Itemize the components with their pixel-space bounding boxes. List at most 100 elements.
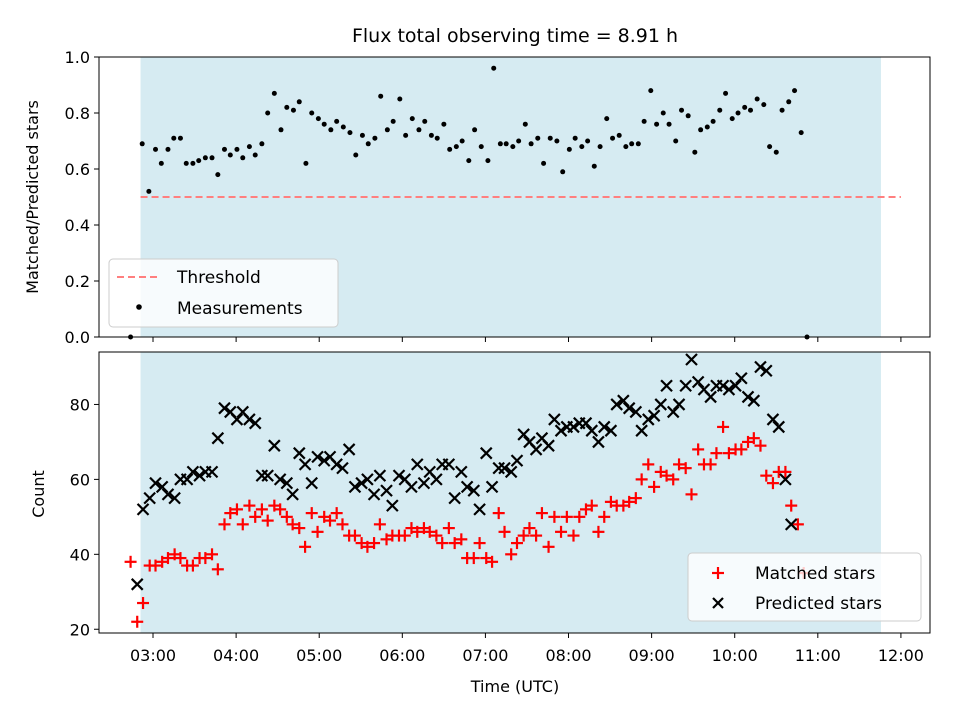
predicted-star-point	[143, 491, 156, 505]
predicted-star-point	[504, 465, 518, 479]
measurement-point	[692, 149, 698, 155]
measurement-point	[284, 104, 290, 110]
measurement-point	[190, 160, 196, 166]
matched-star-point	[448, 537, 461, 550]
predicted-star-point	[367, 488, 381, 501]
matched-star-point	[311, 525, 324, 538]
matched-star-point	[368, 537, 381, 550]
matched-star-point	[629, 492, 642, 505]
matched-star-point	[766, 477, 779, 490]
predicted-star-point	[642, 413, 655, 426]
measurement-point	[215, 172, 221, 178]
measurement-point	[303, 160, 309, 166]
predicted-star-point	[729, 379, 742, 392]
matched-star-point	[131, 615, 144, 628]
matched-star-point	[673, 458, 686, 471]
measurement-point	[359, 132, 365, 138]
predicted-star-point	[305, 476, 319, 490]
measurement-point	[265, 110, 271, 116]
measurement-point	[447, 146, 453, 152]
matched-star-point	[623, 495, 636, 508]
predicted-star-point	[130, 578, 144, 591]
predicted-star-point	[716, 379, 730, 392]
predicted-star-point	[691, 375, 705, 389]
measurement-point	[528, 141, 534, 147]
matched-star-point	[486, 555, 499, 568]
measurement-point	[616, 132, 622, 138]
matched-star-point	[473, 537, 486, 550]
matched-star-point	[199, 552, 212, 565]
ratio-y-tick-label: 0.8	[65, 104, 90, 123]
measurement-point	[328, 127, 334, 133]
matched-star-point	[642, 458, 655, 471]
matched-star-point	[398, 529, 411, 542]
measurement-point	[710, 118, 716, 124]
measurement-point	[641, 118, 647, 124]
threshold-legend-label: Threshold	[176, 268, 261, 288]
predicted-star-point	[280, 476, 294, 490]
predicted-star-point	[298, 458, 312, 471]
measurement-point	[378, 93, 384, 99]
matched-star-point	[436, 537, 449, 550]
predicted-star-point	[248, 416, 262, 430]
matched-star-point	[692, 443, 705, 456]
predicted-star-point	[779, 473, 792, 486]
predicted-star-point	[517, 428, 530, 441]
predicted-star-point	[211, 431, 225, 445]
predicted-star-point	[386, 499, 399, 512]
predicted-star-point	[704, 390, 717, 404]
measurement-point	[290, 107, 296, 113]
matched-star-point	[722, 447, 735, 460]
measurement-point	[779, 107, 785, 113]
predicted-star-point	[597, 420, 611, 434]
matched-star-point	[442, 522, 455, 535]
matched-star-point	[667, 473, 680, 486]
measurement-point	[623, 144, 629, 150]
matched-star-point	[648, 480, 661, 493]
measurement-point	[522, 121, 528, 127]
measurement-point	[466, 158, 472, 164]
time-x-tick-label: 04:00	[213, 646, 259, 665]
predicted-stars-points	[130, 353, 798, 591]
matched-star-point	[717, 420, 730, 433]
predicted-star-point	[766, 413, 780, 426]
measurement-point	[503, 141, 509, 147]
predicted-star-point	[230, 413, 244, 426]
predicted-star-point	[722, 383, 736, 396]
measurement-point	[234, 146, 240, 152]
measurement-point	[485, 158, 491, 164]
measurement-point	[560, 169, 566, 175]
measurement-point	[459, 138, 465, 144]
measurement-point	[585, 138, 591, 144]
predicted-star-point	[660, 379, 673, 392]
predicted-star-point	[311, 450, 324, 464]
predicted-star-point	[273, 473, 287, 486]
predicted-star-point	[405, 480, 418, 494]
measurement-point	[158, 160, 164, 166]
count-legend: Matched stars Predicted stars	[687, 552, 922, 622]
matched-star-point	[548, 510, 561, 523]
chart-title: Flux total observing time = 8.91 h	[352, 25, 678, 47]
time-x-tick-label: 03:00	[130, 646, 176, 665]
time-x-axis-label: Time (UTC)	[470, 677, 559, 696]
matched-star-point	[324, 514, 337, 527]
predicted-star-point	[168, 491, 181, 505]
matched-star-point	[492, 507, 505, 520]
predicted-star-point	[485, 480, 499, 494]
measurement-point	[416, 127, 422, 133]
predicted-star-point	[361, 473, 374, 486]
measurement-point	[384, 127, 390, 133]
predicted-star-point	[467, 484, 481, 497]
matched-star-point	[230, 503, 243, 516]
matched-star-point	[280, 510, 293, 523]
measurement-point	[146, 188, 152, 194]
matched-star-point	[779, 465, 792, 478]
predicted-stars-legend-label: Predicted stars	[755, 594, 882, 614]
matched-star-point	[206, 548, 219, 561]
predicted-star-point	[685, 353, 698, 366]
measurement-point	[767, 144, 773, 150]
predicted-star-point	[672, 398, 686, 411]
ratio-y-axis-label: Matched/Predicted stars	[23, 100, 42, 294]
predicted-star-point	[510, 454, 524, 467]
count-y-tick-label: 80	[70, 395, 90, 414]
